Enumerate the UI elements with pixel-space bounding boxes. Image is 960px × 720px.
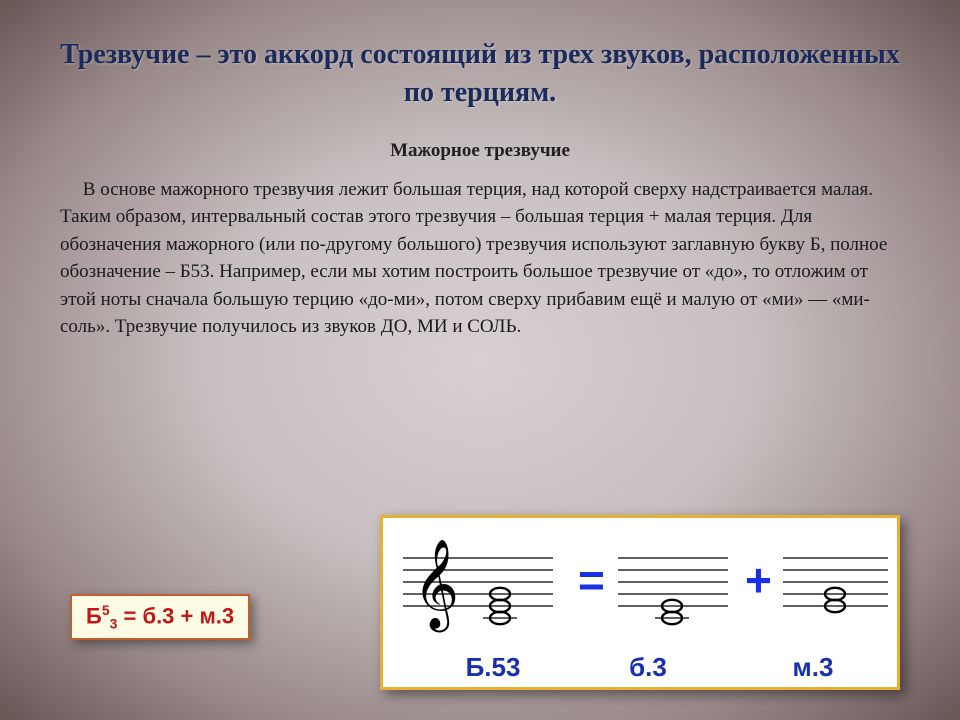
staff-group-2: [618, 558, 728, 624]
equals-operator: =: [578, 554, 605, 606]
label-b3: б.3: [563, 652, 733, 683]
staff-group-3: [783, 558, 888, 612]
music-notation-box: 𝄞 = +: [380, 515, 900, 690]
formula-lhs-sup: 5: [102, 602, 110, 618]
formula-lhs-main: Б: [86, 604, 102, 629]
plus-operator: +: [745, 554, 772, 606]
label-b53: Б.53: [383, 652, 563, 683]
staff-svg: 𝄞 = +: [383, 518, 897, 648]
formula-box: Б53 = б.3 + м.3: [70, 594, 250, 640]
chord-labels-row: Б.53 б.3 м.3: [383, 648, 897, 683]
formula-rhs: б.3 + м.3: [142, 604, 234, 629]
section-subtitle: Мажорное трезвучие: [60, 140, 900, 162]
staff-group-1: 𝄞: [403, 540, 553, 633]
slide-title: Трезвучие – это аккорд состоящий из трех…: [60, 36, 900, 112]
treble-clef-icon: 𝄞: [413, 540, 459, 633]
formula-eq: =: [117, 604, 142, 629]
label-m3: м.3: [733, 652, 893, 683]
body-paragraph: В основе мажорного трезвучия лежит больш…: [60, 176, 900, 341]
